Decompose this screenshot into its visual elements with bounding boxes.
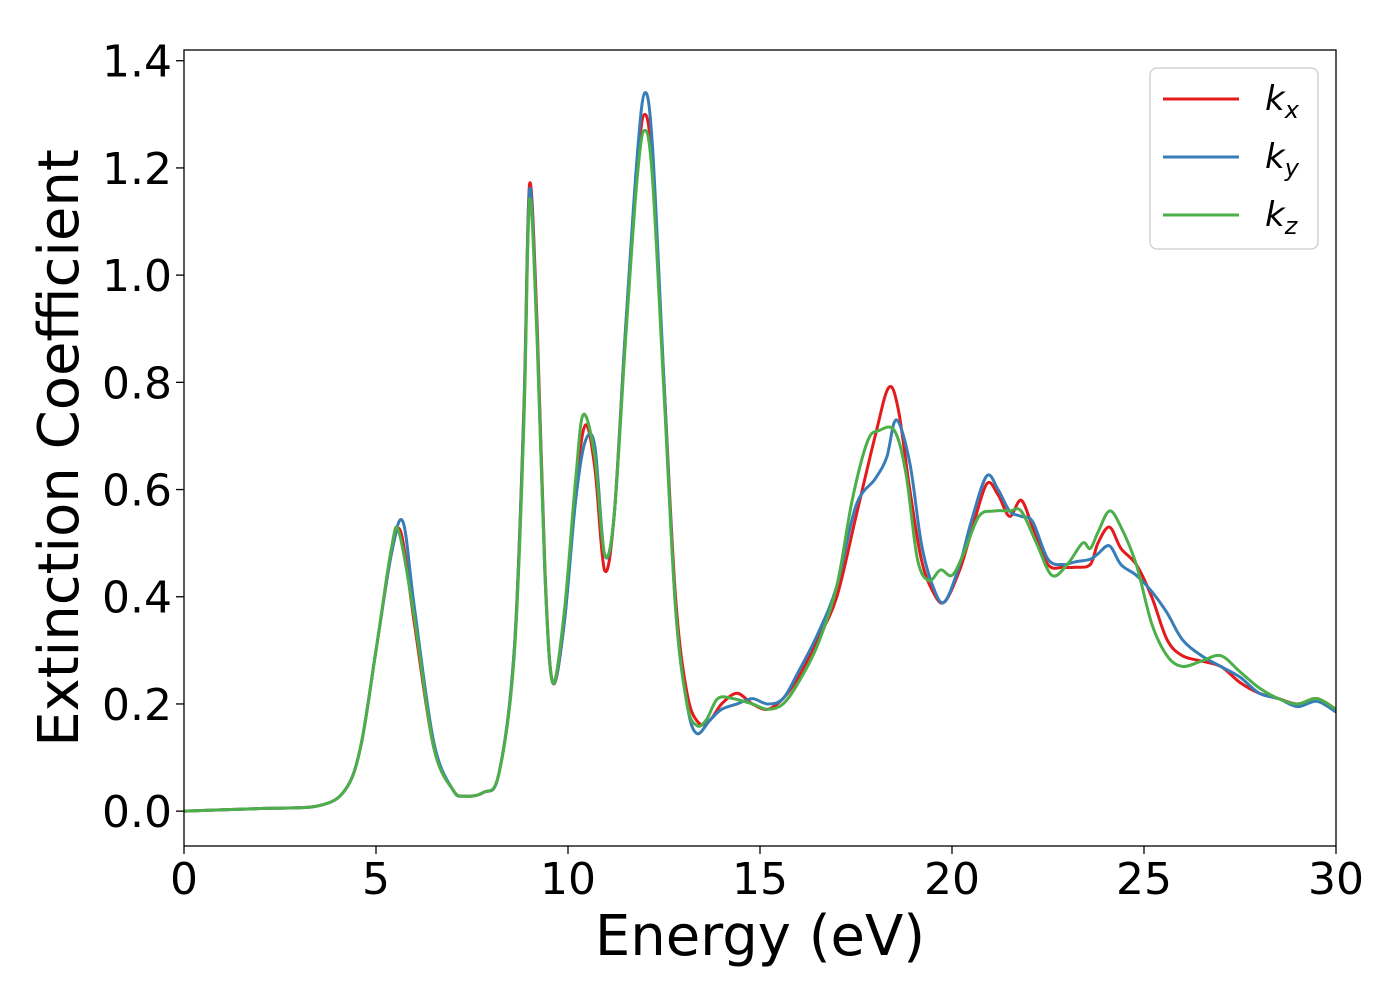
- x-tick-label: 15: [732, 854, 788, 905]
- x-tick-label: 10: [540, 854, 596, 905]
- y-tick-label: 1.0: [102, 251, 172, 302]
- y-tick-label: 1.4: [102, 37, 172, 88]
- series-layer: [184, 91, 1336, 813]
- legend-label-kx: kx: [1265, 79, 1300, 124]
- x-tick-label: 0: [170, 854, 198, 905]
- y-tick-label: 0.2: [102, 680, 172, 731]
- legend: kx ky kz: [1149, 67, 1319, 250]
- x-tick-label: 20: [924, 854, 980, 905]
- x-axis-label: Energy (eV): [595, 904, 925, 969]
- y-tick-label: 0.4: [102, 573, 172, 624]
- plot-background: [184, 50, 1336, 846]
- y-tick-label: 1.2: [102, 144, 172, 195]
- y-axis-label: Extinction Coefficient: [27, 149, 92, 747]
- x-tick-label: 25: [1116, 854, 1172, 905]
- x-tick-label: 30: [1308, 854, 1364, 905]
- legend-label-ky: ky: [1265, 137, 1300, 182]
- plot-frame: [183, 49, 1337, 847]
- y-tick-label: 0.0: [102, 787, 172, 838]
- series-line-kz: [184, 128, 1336, 813]
- x-tick-label: 5: [362, 854, 390, 905]
- legend-label-kz: kz: [1265, 195, 1299, 240]
- y-tick-label: 0.8: [102, 358, 172, 409]
- y-tick-label: 0.6: [102, 466, 172, 517]
- ticks-layer: 0 5 10 15 20 25 30 0.0 0.2 0.4 0.6 0.8 1.0 1.2 1.4: [102, 37, 1364, 905]
